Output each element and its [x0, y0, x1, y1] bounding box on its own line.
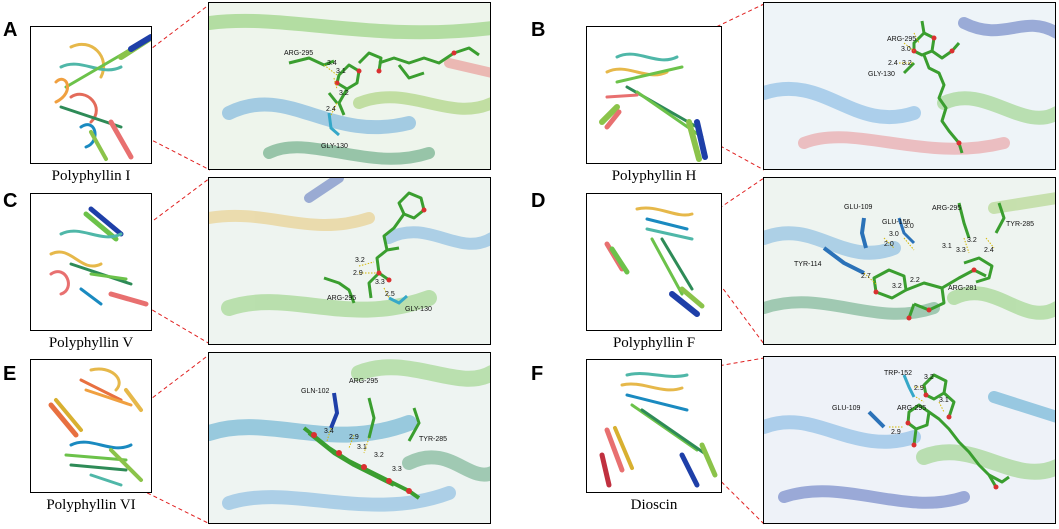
distance-label: 3.2: [892, 283, 902, 290]
zoom-image-e: GLN-102 ARG-295 TYR-285 3.4 2.9 3.1 3.2 …: [208, 352, 491, 524]
caption-e: Polyphyllin VI: [46, 497, 136, 513]
distance-label: 3.2: [355, 257, 365, 264]
distance-label: 3.1: [939, 397, 949, 404]
distance-label: 3.3: [375, 279, 385, 286]
panel-letter-f: F: [531, 363, 544, 385]
distance-label: 3.0: [901, 46, 911, 53]
distance-label: 2.9: [349, 434, 359, 441]
panel-letter-b: B: [531, 19, 546, 41]
residue-label: ARG-295: [932, 205, 961, 212]
residue-label: ARG-295: [897, 405, 926, 412]
caption-c: Polyphyllin V: [48, 335, 134, 351]
residue-label: TYR-285: [419, 436, 447, 443]
distance-label: 2.9: [914, 385, 924, 392]
overview-image-f: [586, 359, 722, 493]
panel-letter-a: A: [3, 19, 18, 41]
residue-label: ARG-295: [327, 295, 356, 302]
distance-label: 2.4: [326, 106, 336, 113]
panel-letter-d: D: [531, 190, 546, 212]
distance-label: 3.2: [902, 60, 912, 67]
distance-label: 2.4: [984, 247, 994, 254]
caption-d: Polyphyllin F: [612, 335, 696, 351]
distance-label: 2.7: [861, 273, 871, 280]
residue-label: ARG-295: [349, 378, 378, 385]
distance-label: 3.0: [889, 231, 899, 238]
distance-label: 3.2: [374, 452, 384, 459]
residue-label: ARG-281: [948, 285, 977, 292]
distance-label: 2.5: [385, 291, 395, 298]
residue-label: TYR-114: [794, 261, 822, 268]
zoom-image-f: TRP-152 GLU-109 ARG-295 3.2 2.9 3.1 2.9: [763, 356, 1056, 524]
overview-image-e: [30, 359, 152, 493]
zoom-image-b: ARG-295 GLY-130 3.0 2.4 3.2: [763, 2, 1056, 170]
residue-label: TYR-285: [1006, 221, 1034, 228]
distance-label: 2.9: [353, 270, 363, 277]
overview-image-b: [586, 26, 722, 164]
distance-label: 3.3: [392, 466, 402, 473]
caption-f: Dioscin: [630, 497, 678, 513]
zoom-image-d: GLU-109 GLU-156 ARG-295 TYR-285 TYR-114 …: [763, 177, 1056, 345]
distance-label: 3.1: [357, 444, 367, 451]
panel-letter-c: C: [3, 190, 18, 212]
distance-label: 3.0: [904, 223, 914, 230]
residue-label: GLN-102: [301, 388, 330, 395]
zoom-image-c: ARG-295 GLY-130 3.2 2.9 3.3 2.5: [208, 177, 491, 345]
residue-label: GLY-130: [321, 143, 348, 150]
residue-label: GLU-156: [882, 219, 911, 226]
residue-label: GLU-109: [844, 204, 873, 211]
caption-b: Polyphyllin H: [611, 168, 697, 184]
distance-label: 2.9: [891, 429, 901, 436]
caption-a: Polyphyllin I: [51, 168, 131, 184]
distance-label: 3.2: [967, 237, 977, 244]
distance-label: 3.4: [324, 428, 334, 435]
residue-label: GLY-130: [405, 306, 432, 313]
residue-label: TRP-152: [884, 370, 912, 377]
distance-label: 3.4: [327, 60, 337, 67]
overview-image-d: [586, 193, 722, 331]
distance-label: 3.1: [336, 68, 346, 75]
panel-letter-e: E: [3, 363, 17, 385]
residue-label: GLY-130: [868, 71, 895, 78]
residue-label: ARG-295: [284, 50, 313, 57]
overview-image-c: [30, 193, 152, 331]
overview-image-a: [30, 26, 152, 164]
distance-label: 2.0: [884, 241, 894, 248]
distance-label: 2.2: [910, 277, 920, 284]
distance-label: 3.3: [956, 247, 966, 254]
distance-label: 3.1: [942, 243, 952, 250]
residue-label: GLU-109: [832, 405, 861, 412]
residue-label: ARG-295: [887, 36, 916, 43]
distance-label: 3.2: [339, 90, 349, 97]
distance-label: 3.2: [924, 374, 934, 381]
distance-label: 2.4: [888, 60, 898, 67]
zoom-image-a: ARG-295 GLY-130 3.4 3.1 3.2 2.4: [208, 2, 491, 170]
